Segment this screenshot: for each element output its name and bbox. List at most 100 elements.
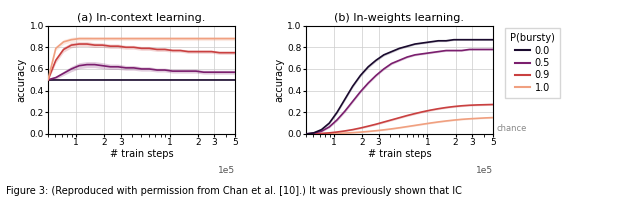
0.5	[435, 50, 442, 53]
0.0	[364, 66, 372, 68]
1.0	[474, 117, 481, 120]
0.9	[403, 114, 411, 117]
0.5	[427, 52, 435, 54]
X-axis label: # train steps: # train steps	[367, 149, 431, 159]
0.5	[481, 48, 489, 51]
Text: chance: chance	[497, 125, 527, 133]
1.0	[388, 128, 396, 130]
0.9	[364, 125, 372, 127]
1.0	[465, 118, 473, 120]
1.0	[481, 117, 489, 119]
0.0	[380, 54, 388, 56]
0.5	[489, 48, 497, 51]
1.0	[435, 121, 442, 123]
0.0	[419, 42, 426, 44]
0.9	[380, 121, 388, 123]
0.9	[349, 128, 356, 131]
0.9	[396, 117, 403, 119]
0.5	[396, 59, 403, 61]
1.0	[333, 132, 341, 135]
0.5	[411, 54, 419, 56]
0.0	[442, 40, 450, 42]
0.5	[403, 56, 411, 58]
0.0	[388, 50, 396, 53]
0.0	[341, 98, 349, 100]
1.0	[372, 130, 380, 132]
1.0	[349, 131, 356, 134]
0.0	[396, 47, 403, 50]
0.0	[325, 122, 333, 124]
1.0	[317, 133, 325, 135]
1.0	[427, 122, 435, 124]
0.9	[458, 105, 465, 107]
0.5	[349, 100, 356, 103]
0.9	[427, 109, 435, 111]
Y-axis label: accuracy: accuracy	[275, 58, 285, 102]
0.0	[317, 128, 325, 131]
1.0	[364, 130, 372, 133]
1.0	[489, 116, 497, 119]
1.0	[403, 125, 411, 128]
0.5	[474, 48, 481, 51]
0.5	[442, 49, 450, 52]
0.5	[356, 91, 364, 93]
0.9	[388, 119, 396, 121]
1.0	[396, 127, 403, 129]
0.0	[310, 132, 317, 134]
0.5	[465, 48, 473, 51]
0.9	[317, 132, 325, 135]
0.9	[302, 133, 310, 135]
0.5	[325, 126, 333, 128]
0.9	[341, 130, 349, 132]
1.0	[302, 133, 310, 135]
0.0	[465, 39, 473, 41]
1.0	[419, 123, 426, 125]
0.5	[364, 82, 372, 84]
1.0	[442, 120, 450, 122]
0.9	[325, 132, 333, 134]
0.5	[372, 74, 380, 77]
1.0	[450, 119, 458, 121]
0.0	[372, 59, 380, 61]
1.0	[310, 133, 317, 135]
0.9	[411, 112, 419, 115]
1.0	[341, 132, 349, 134]
0.0	[489, 39, 497, 41]
0.9	[489, 103, 497, 106]
0.0	[333, 111, 341, 113]
0.5	[380, 68, 388, 70]
0.9	[450, 105, 458, 108]
0.0	[403, 45, 411, 47]
0.5	[388, 62, 396, 65]
0.0	[458, 39, 465, 41]
0.0	[356, 74, 364, 77]
0.0	[481, 39, 489, 41]
Line: 0.9: 0.9	[306, 104, 493, 134]
0.9	[481, 104, 489, 106]
0.9	[310, 133, 317, 135]
0.9	[465, 104, 473, 106]
1.0	[380, 129, 388, 131]
1.0	[325, 132, 333, 135]
X-axis label: # train steps: # train steps	[109, 149, 173, 159]
Y-axis label: accuracy: accuracy	[17, 58, 27, 102]
0.5	[341, 110, 349, 112]
1.0	[411, 124, 419, 127]
0.9	[372, 123, 380, 125]
0.5	[302, 133, 310, 135]
Title: (b) In-weights learning.: (b) In-weights learning.	[334, 13, 465, 23]
0.9	[474, 104, 481, 106]
0.0	[411, 43, 419, 45]
0.5	[333, 119, 341, 121]
0.9	[419, 111, 426, 113]
0.5	[458, 49, 465, 52]
0.5	[310, 132, 317, 134]
0.0	[435, 40, 442, 42]
0.0	[349, 85, 356, 87]
0.9	[356, 127, 364, 129]
0.9	[442, 106, 450, 109]
1.0	[458, 118, 465, 121]
0.9	[435, 108, 442, 110]
0.5	[317, 130, 325, 132]
Text: 1e5: 1e5	[476, 166, 493, 176]
